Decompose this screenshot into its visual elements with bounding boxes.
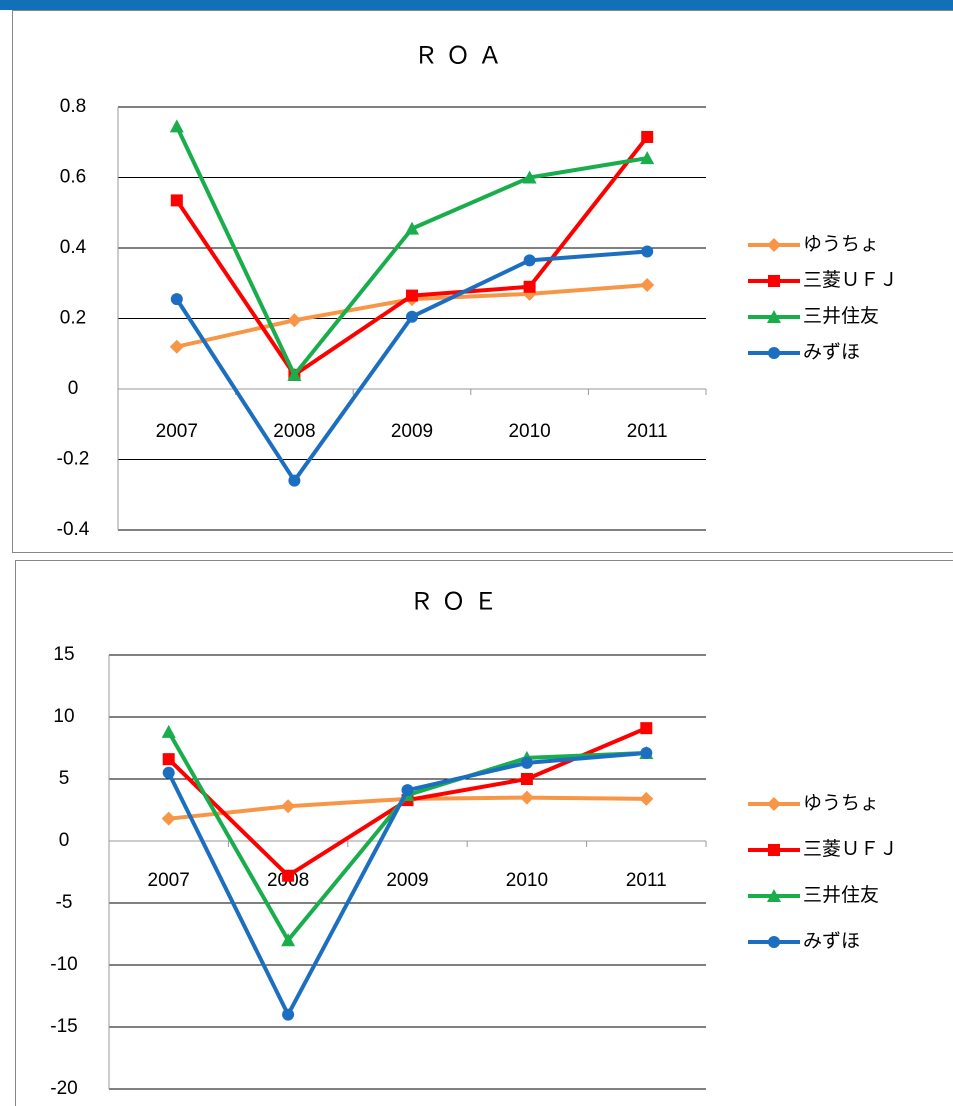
marker	[288, 474, 301, 487]
marker	[162, 766, 175, 779]
x-tick-label: 2008	[273, 421, 315, 442]
x-tick-label: 2007	[148, 870, 190, 891]
marker	[161, 811, 176, 826]
marker	[640, 278, 655, 293]
y-tick-label: 10	[53, 706, 74, 727]
y-tick-label: -15	[50, 1016, 77, 1037]
marker	[767, 889, 781, 902]
x-tick-label: 2011	[627, 421, 668, 442]
marker	[405, 221, 419, 235]
marker	[767, 310, 781, 323]
x-tick-label: 2009	[391, 421, 433, 442]
legend-label: みずほ	[803, 930, 860, 952]
marker	[287, 313, 302, 328]
marker	[162, 753, 175, 766]
y-tick-label: 0.8	[60, 96, 86, 117]
marker	[282, 1008, 295, 1021]
y-tick-label: 0	[68, 378, 79, 399]
marker	[406, 310, 418, 323]
marker	[767, 797, 781, 811]
y-tick-label: 15	[53, 644, 74, 665]
y-tick-label: -0.2	[57, 449, 90, 470]
marker	[768, 936, 780, 948]
x-tick-label: 2009	[386, 870, 428, 891]
x-tick-label: 2011	[626, 870, 667, 891]
legend-label: ゆうちょ	[803, 793, 879, 814]
legend-label: 三菱ＵＦＪ	[803, 269, 898, 291]
legend-label: みずほ	[803, 341, 860, 363]
marker	[282, 869, 295, 882]
marker	[520, 773, 533, 785]
marker	[170, 293, 183, 306]
y-tick-label: -20	[50, 1078, 77, 1099]
chart-title: ＲＯＥ	[410, 588, 506, 615]
y-tick-label: 5	[59, 768, 70, 789]
marker	[520, 756, 533, 769]
y-tick-label: 0.6	[60, 167, 86, 188]
y-tick-label: 0	[59, 830, 70, 851]
y-tick-label: 0.4	[60, 237, 87, 258]
legend-label: 三井住友	[803, 884, 879, 906]
legend-label: 三井住友	[803, 305, 879, 327]
marker	[640, 151, 655, 165]
marker	[169, 119, 184, 133]
marker	[641, 130, 654, 143]
marker	[768, 347, 780, 359]
marker	[641, 245, 654, 258]
y-tick-label: -0.4	[57, 519, 90, 540]
marker	[767, 238, 781, 252]
legend-label: ゆうちょ	[803, 234, 879, 255]
y-tick-label: -5	[56, 892, 73, 913]
x-tick-label: 2010	[508, 421, 550, 442]
roe-panel	[15, 560, 953, 1106]
marker	[287, 367, 302, 381]
x-tick-label: 2007	[156, 421, 198, 442]
y-tick-label: -10	[50, 954, 77, 975]
marker	[170, 194, 183, 207]
marker	[768, 844, 780, 856]
y-tick-label: 0.2	[60, 308, 86, 329]
marker	[639, 791, 654, 806]
marker	[640, 722, 653, 735]
legend-label: 三菱ＵＦＪ	[803, 838, 898, 860]
marker	[640, 746, 653, 759]
marker	[161, 724, 176, 738]
marker	[519, 790, 534, 805]
marker	[768, 275, 780, 287]
marker	[523, 280, 536, 293]
marker	[522, 170, 537, 184]
marker	[406, 289, 418, 302]
marker	[169, 339, 184, 354]
chart-title: ＲＯＡ	[414, 42, 510, 69]
marker	[281, 799, 296, 814]
marker	[523, 254, 536, 267]
marker	[281, 933, 296, 947]
x-tick-label: 2010	[506, 870, 548, 891]
marker	[401, 784, 414, 797]
header-bar	[0, 0, 953, 10]
